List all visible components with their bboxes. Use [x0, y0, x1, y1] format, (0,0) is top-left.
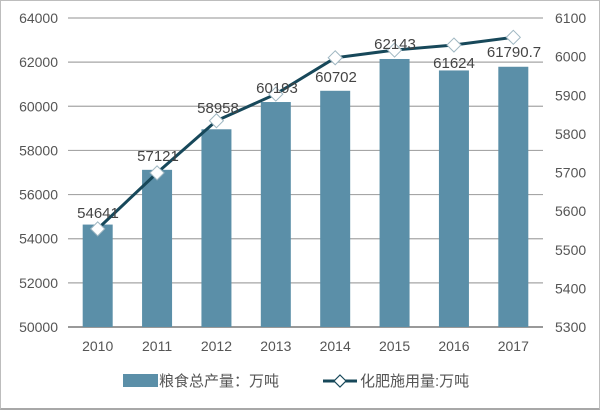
x-tick-label: 2017 — [498, 338, 529, 354]
right-axis: 5300 5400 5500 5600 5700 5800 5900 6000 6100 — [555, 10, 586, 335]
line-marker-2017 — [505, 29, 522, 46]
line-marker-2013 — [268, 86, 284, 102]
line-marker-2010 — [89, 221, 106, 237]
left-tick-label: 50000 — [19, 319, 58, 335]
data-label: 60702 — [315, 69, 357, 86]
bar-2015 — [379, 58, 410, 328]
bar-2017 — [498, 66, 529, 328]
bar-2010 — [82, 224, 113, 327]
x-axis: 2010 2011 2012 2013 2014 2015 2016 2017 — [82, 338, 529, 354]
bar-2012 — [201, 129, 232, 327]
x-tick-label: 2014 — [320, 338, 351, 354]
data-label: 60193 — [256, 80, 298, 97]
left-axis: 50000 52000 54000 56000 58000 60000 62000 64000 — [19, 10, 58, 335]
right-tick-label: 6100 — [555, 10, 586, 26]
bar-2011 — [142, 169, 173, 327]
legend: 粮食总产量：万吨 化肥施用量:万吨 — [123, 373, 469, 390]
x-tick-label: 2013 — [260, 338, 291, 354]
bar-2016 — [438, 70, 469, 327]
x-tick-label: 2016 — [438, 338, 469, 354]
legend-line-label: 化肥施用量:万吨 — [360, 373, 469, 390]
bar-series — [82, 58, 529, 328]
right-tick-label: 5600 — [555, 203, 586, 219]
x-tick-label: 2011 — [142, 338, 172, 354]
left-tick-label: 56000 — [19, 187, 58, 203]
data-label: 61790.7 — [487, 44, 541, 61]
line-marker-2012 — [208, 113, 225, 129]
left-tick-label: 54000 — [19, 231, 58, 247]
right-tick-label: 5500 — [555, 242, 586, 258]
left-tick-label: 58000 — [19, 142, 58, 158]
line-marker-2011 — [149, 165, 165, 181]
legend-diamond-icon — [333, 374, 347, 388]
x-tick-label: 2012 — [201, 338, 232, 354]
line-path — [96, 35, 514, 230]
right-tick-label: 5700 — [555, 165, 586, 181]
right-tick-label: 5900 — [555, 87, 586, 103]
left-tick-label: 62000 — [19, 54, 58, 70]
right-tick-label: 5300 — [555, 319, 586, 335]
left-tick-label: 52000 — [19, 275, 58, 291]
data-label: 61624 — [433, 55, 475, 72]
bar-2014 — [320, 90, 351, 328]
x-tick-label: 2010 — [82, 338, 113, 354]
right-tick-label: 6000 — [555, 49, 586, 65]
bar-2013 — [260, 102, 291, 327]
legend-bar-swatch — [123, 374, 158, 387]
data-labels: 54641 57121 58958 60193 60702 62143 61624 61790… — [77, 36, 541, 222]
right-tick-label: 5800 — [555, 126, 586, 142]
line-series — [89, 29, 522, 237]
x-tick-label: 2015 — [379, 338, 410, 354]
line-marker-2015 — [386, 42, 403, 58]
data-label: 62143 — [374, 36, 416, 53]
line-marker-2016 — [446, 37, 462, 53]
left-tick-label: 64000 — [19, 10, 58, 26]
data-label: 54641 — [77, 205, 119, 222]
data-label: 58958 — [197, 100, 239, 117]
left-tick-label: 60000 — [19, 98, 58, 114]
legend-bar-label: 粮食总产量：万吨 — [159, 373, 279, 390]
right-tick-label: 5400 — [555, 280, 586, 296]
data-label: 57121 — [137, 148, 179, 165]
line-marker-2014 — [327, 50, 343, 66]
